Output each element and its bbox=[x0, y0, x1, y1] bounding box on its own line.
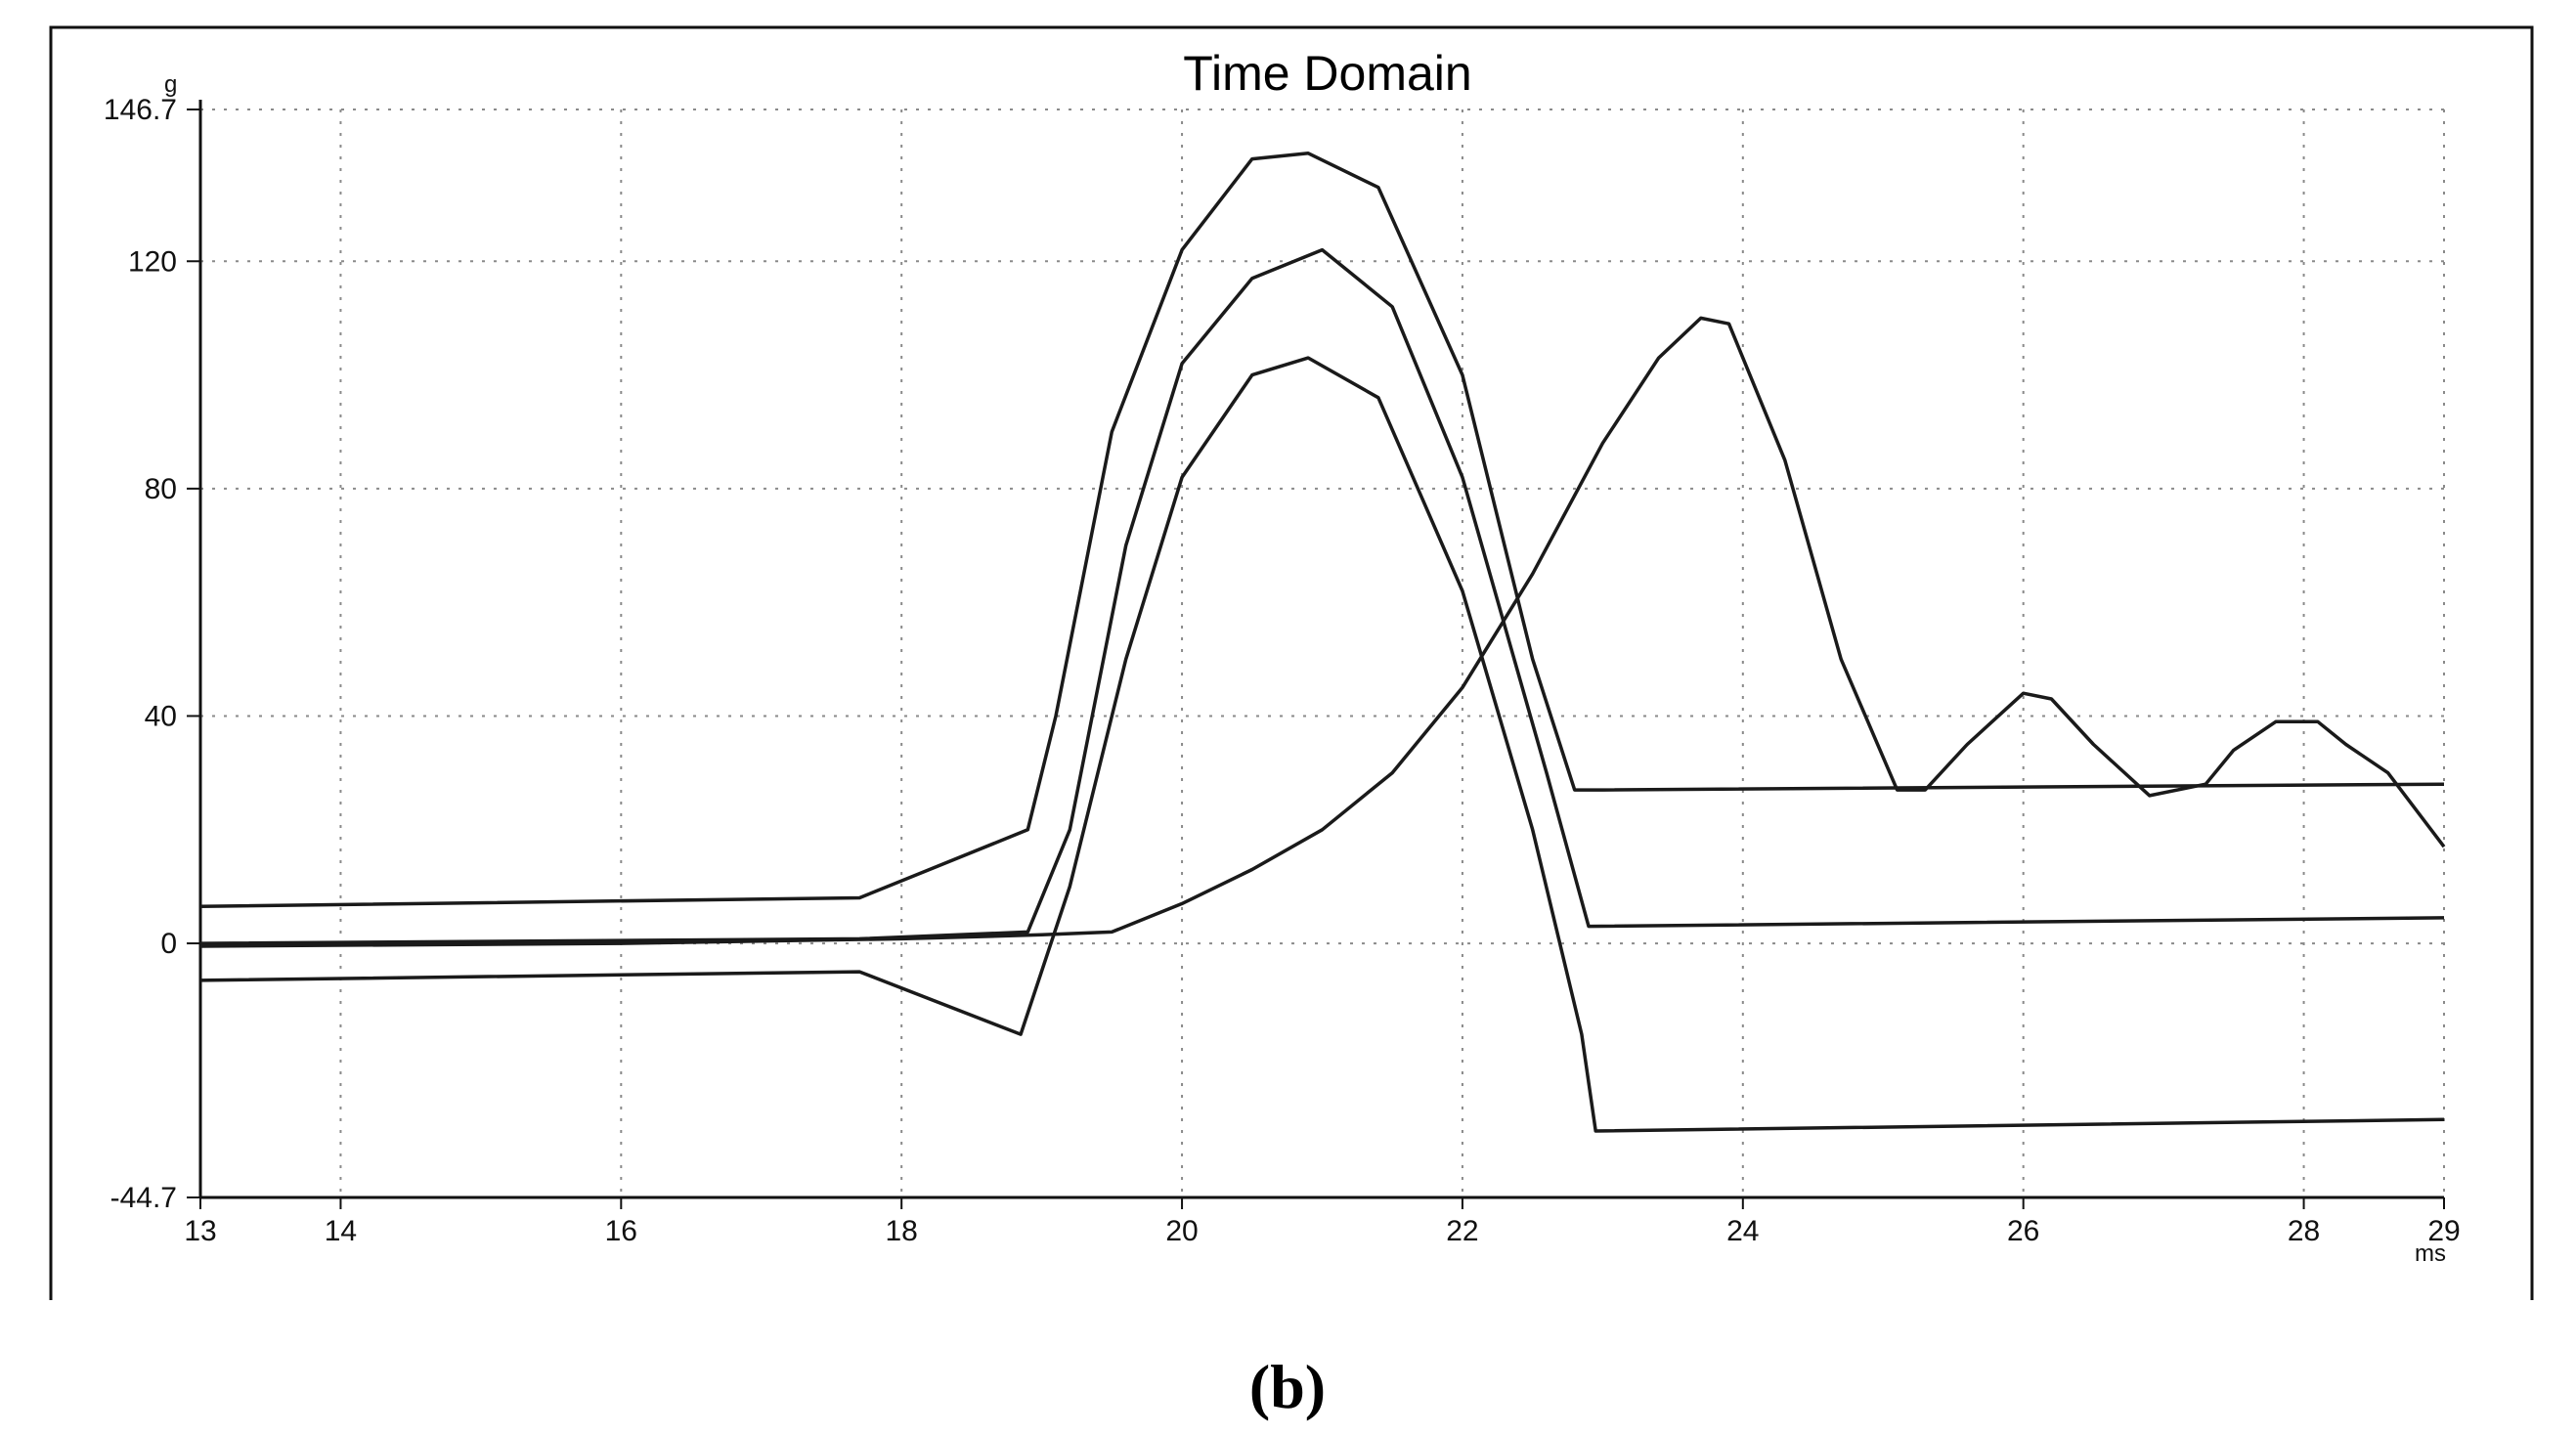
grid bbox=[200, 109, 2445, 1197]
y-tick-label: 80 bbox=[145, 473, 177, 505]
y-tick-label: 146.7 bbox=[104, 94, 177, 126]
x-tick-label: 26 bbox=[2007, 1215, 2039, 1247]
series-lines bbox=[199, 152, 2446, 1133]
x-tick-labels: 13 14 16 18 20 22 24 26 28 29 bbox=[184, 1215, 2460, 1247]
x-tick-label: 22 bbox=[1446, 1215, 1478, 1247]
x-tick-label: 16 bbox=[605, 1215, 637, 1247]
x-tick-label: 28 bbox=[2288, 1215, 2320, 1247]
series-line-3 bbox=[199, 356, 2445, 1133]
x-tick-label: 29 bbox=[2427, 1215, 2460, 1247]
y-tick-labels: -44.7 0 40 80 120 146.7 bbox=[104, 94, 177, 1214]
chart-title: Time Domain bbox=[1183, 46, 1471, 101]
figure-caption: (b) bbox=[1249, 1352, 1326, 1421]
x-tick-label: 18 bbox=[886, 1215, 918, 1247]
x-tick-label: 14 bbox=[325, 1215, 357, 1247]
series-line-2 bbox=[199, 247, 2445, 945]
series-line-1 bbox=[199, 152, 2445, 909]
x-tick-label: 24 bbox=[1726, 1215, 1759, 1247]
x-tick-label: 13 bbox=[184, 1215, 216, 1247]
x-tick-label: 20 bbox=[1165, 1215, 1198, 1247]
x-axis-unit: ms bbox=[2415, 1240, 2446, 1267]
axes bbox=[187, 100, 2445, 1209]
y-tick-label: 40 bbox=[145, 700, 177, 732]
y-tick-label: 120 bbox=[128, 245, 177, 278]
series-line-4 bbox=[199, 316, 2446, 948]
panel-frame bbox=[49, 25, 2534, 1300]
y-axis-unit: g bbox=[164, 71, 177, 98]
y-tick-label: -44.7 bbox=[110, 1182, 177, 1214]
y-tick-label: 0 bbox=[160, 928, 177, 960]
